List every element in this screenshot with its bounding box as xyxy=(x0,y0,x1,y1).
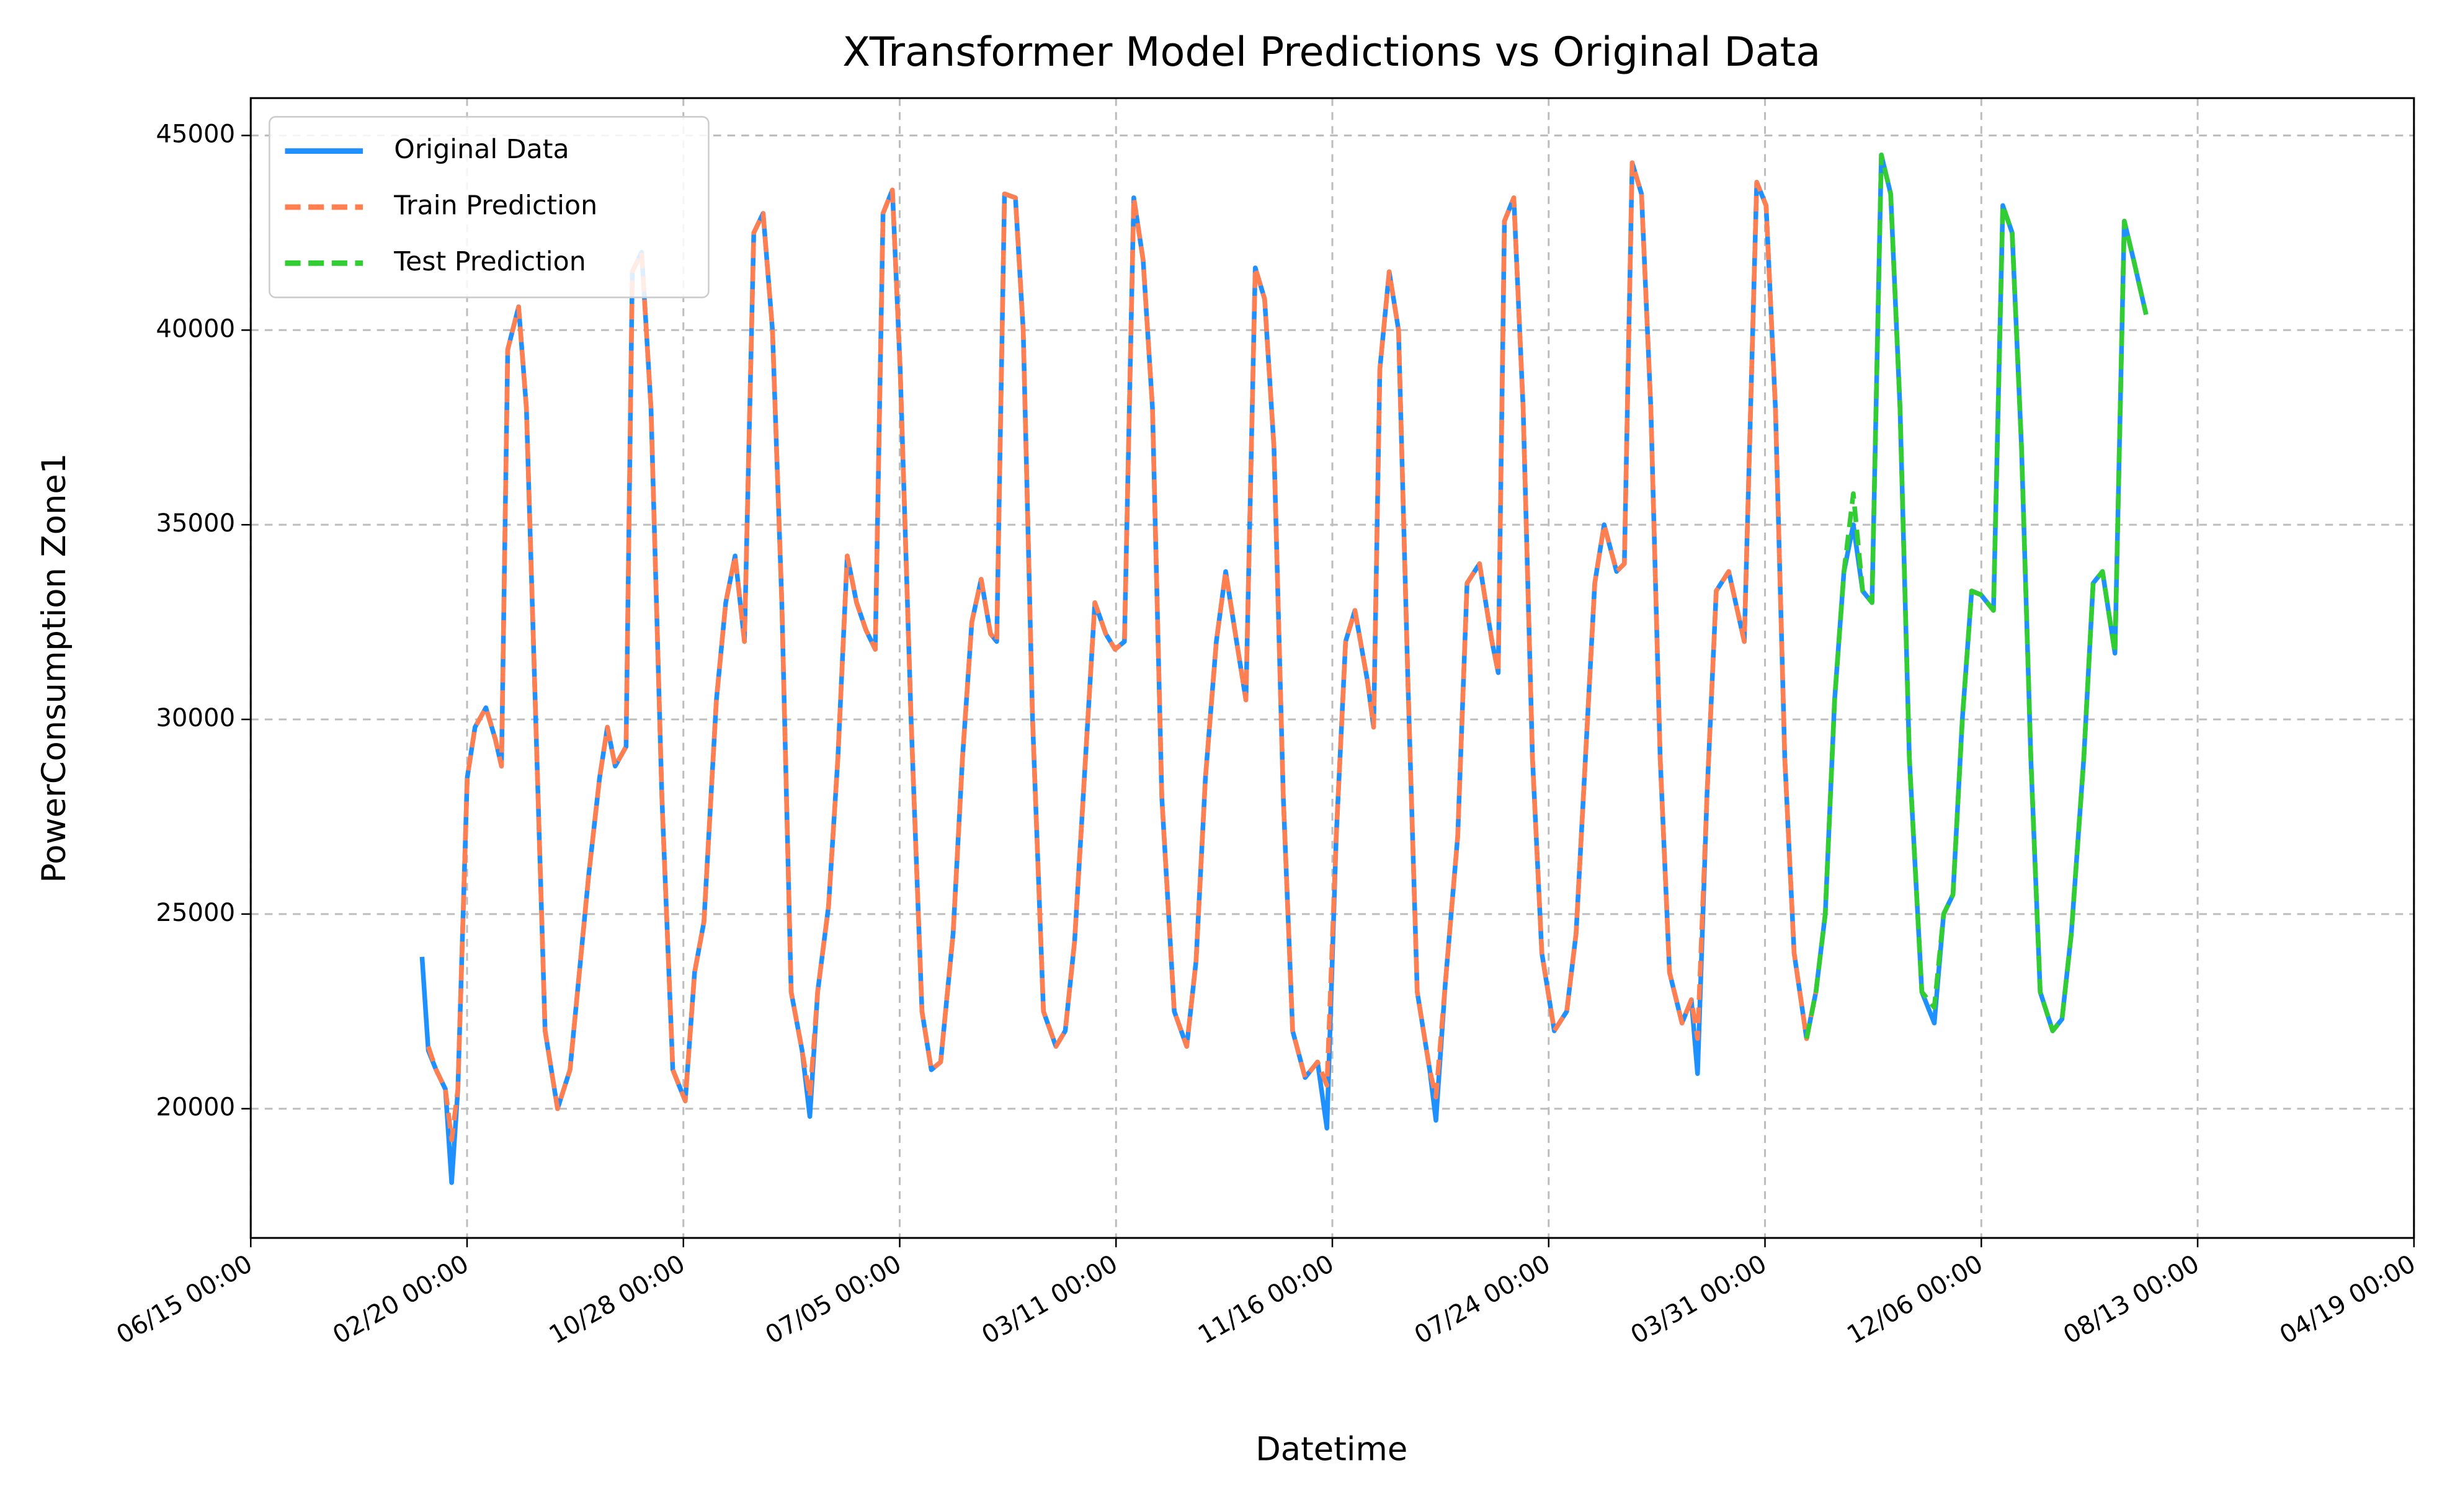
series-line xyxy=(1804,153,2149,1039)
y-tick-label: 45000 xyxy=(156,120,235,148)
x-axis-label: Datetime xyxy=(1255,1431,1407,1469)
chart-title: XTransformer Model Predictions vs Origin… xyxy=(842,29,1820,76)
legend-label: Original Data xyxy=(394,134,569,165)
series-line xyxy=(426,160,1819,1142)
y-tick-label: 40000 xyxy=(156,314,235,343)
y-tick-label: 25000 xyxy=(156,899,235,927)
legend: Original Data Train Prediction Test Predic… xyxy=(269,116,710,298)
y-tick-label: 20000 xyxy=(156,1093,235,1122)
y-tick-label: 35000 xyxy=(156,509,235,538)
y-axis-label: PowerConsumption Zone1 xyxy=(35,453,73,883)
legend-box xyxy=(269,116,710,298)
y-tick-label: 30000 xyxy=(156,704,235,732)
plot-frame xyxy=(249,97,2415,1239)
legend-label: Train Prediction xyxy=(393,190,597,221)
legend-label: Test Prediction xyxy=(393,246,586,277)
